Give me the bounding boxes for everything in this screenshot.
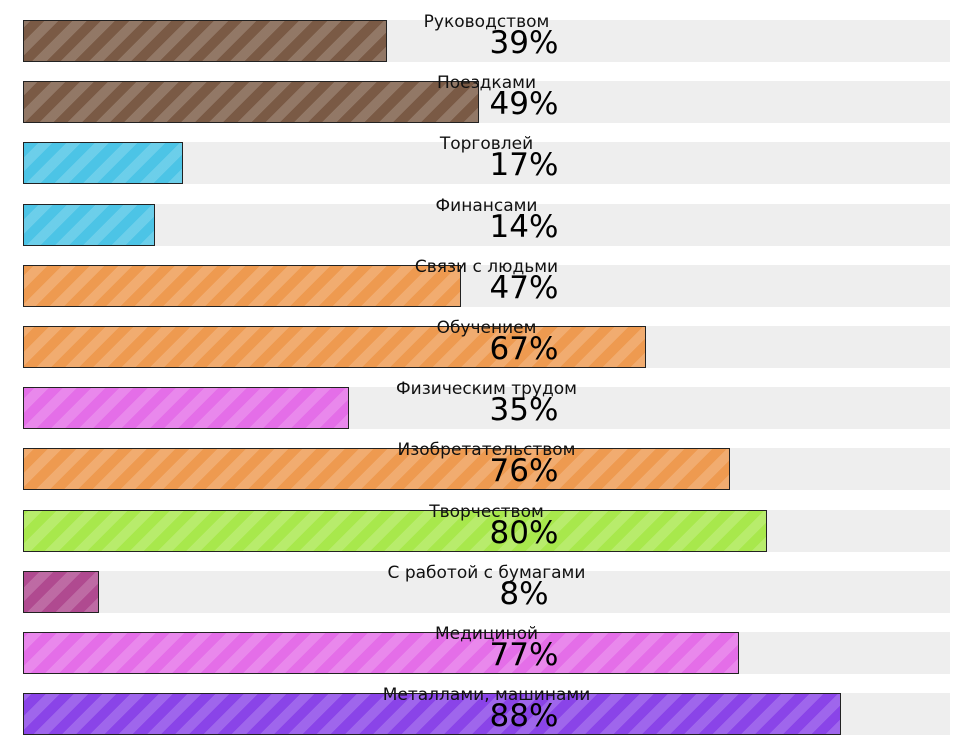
bar [23,142,183,184]
bar [23,693,841,735]
bar-track [23,142,950,184]
bar [23,326,646,368]
category-label: Торговлей [439,134,534,154]
bar [23,448,730,490]
bar-row: С работой с бумагами 8% [23,563,950,624]
bar-row: Физическим трудом 35% [23,379,950,440]
value-label: 14% [489,209,559,245]
value-label: 39% [489,25,559,61]
category-label: Руководством [423,12,550,32]
bar-track [23,265,950,307]
category-label: Металлами, машинами [382,685,591,705]
bar-track [23,387,950,429]
value-label: 47% [489,270,559,306]
category-label: Творчеством [429,502,544,522]
bar-row: Руководством 39% [23,12,950,73]
category-label: Медициной [434,624,539,644]
bar-track [23,632,950,674]
bar-row: Обучением 67% [23,318,950,379]
bar-track [23,510,950,552]
bar-track [23,81,950,123]
bar [23,81,479,123]
bar [23,265,461,307]
value-label: 17% [489,147,559,183]
category-label: Обучением [436,318,537,338]
category-label: Физическим трудом [396,379,577,399]
value-label: 35% [489,392,559,428]
value-label: 8% [499,576,549,612]
value-label: 80% [489,515,559,551]
value-label: 77% [489,637,559,673]
value-label: 88% [489,698,559,734]
category-label: С работой с бумагами [387,563,586,583]
bar-track [23,204,950,246]
category-label: Финансами [435,196,538,216]
bar-track [23,693,950,735]
bar [23,204,155,246]
bar [23,571,99,613]
category-label: Поездками [437,73,536,93]
value-label: 76% [489,453,559,489]
bar [23,632,739,674]
bar-row: Связи с людьми 47% [23,257,950,318]
category-label: Изобретательством [397,440,576,460]
bar-track [23,326,950,368]
value-label: 67% [489,331,559,367]
bar-row: Изобретательством 76% [23,440,950,501]
bar [23,387,349,429]
bar [23,510,767,552]
bar-row: Поездками 49% [23,73,950,134]
bar-row: Творчеством 80% [23,502,950,563]
bar [23,20,387,62]
value-label: 49% [489,86,559,122]
category-label: Связи с людьми [414,257,559,277]
bar-track [23,571,950,613]
bar-row: Металлами, машинами 88% [23,685,950,746]
bar-row: Медициной 77% [23,624,950,685]
bar-row: Финансами 14% [23,196,950,257]
bar-row: Торговлей 17% [23,134,950,195]
bar-track [23,448,950,490]
bar-track [23,20,950,62]
